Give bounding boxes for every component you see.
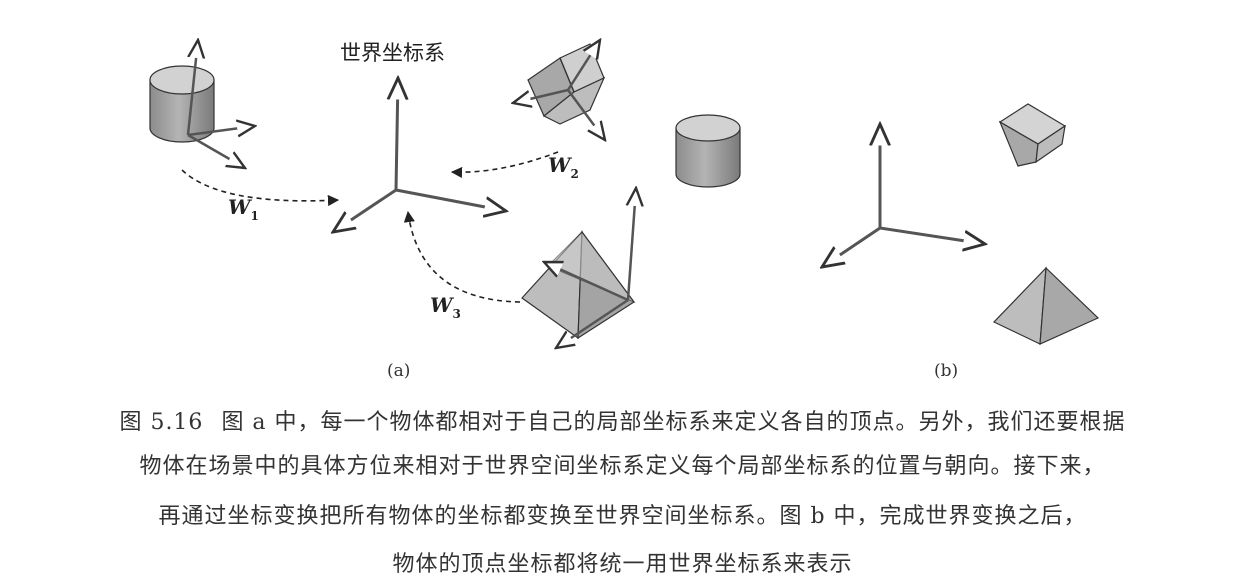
- caption-line-4: 物体的顶点坐标都将统一用世界坐标系来表示: [392, 552, 853, 577]
- w1-label: W1: [228, 195, 259, 223]
- cube-object-b: [998, 103, 1067, 167]
- pyramid-object-a: [521, 230, 636, 340]
- panel-a: 世界坐标系: [149, 40, 741, 381]
- world-axes-b: [822, 124, 985, 267]
- local-axes-cube: [513, 40, 605, 140]
- w3-label: W3: [430, 293, 461, 321]
- panel-b-label: (b): [934, 361, 958, 381]
- cylinder-object-b: [675, 114, 741, 188]
- w1-transform-arrow: [181, 169, 340, 207]
- world-axes-a: [333, 78, 506, 232]
- caption-line-3: 再通过坐标变换把所有物体的坐标都变换至世界空间坐标系。图 b 中，完成世界变换之…: [158, 504, 1087, 529]
- w3-transform-arrow: [403, 210, 521, 303]
- cube-object-a: [527, 43, 606, 125]
- w2-transform-arrow: [450, 151, 559, 179]
- pyramid-object-b: [992, 266, 1100, 345]
- cylinder-object-a: [149, 65, 215, 143]
- w2-label: W2: [548, 153, 579, 181]
- transform-arrows: [181, 151, 559, 303]
- caption-line-2: 物体在场景中的具体方位来相对于世界空间坐标系定义每个局部坐标系的位置与朝向。接下…: [139, 454, 1106, 479]
- world-coordinate-label: 世界坐标系: [340, 41, 445, 65]
- world-transform-figure: 世界坐标系: [149, 0, 1100, 381]
- figure-number: 图 5.16: [119, 410, 204, 435]
- panel-a-label: (a): [387, 361, 410, 381]
- caption-line-1: 图 5.16 图 a 中，每一个物体都相对于自己的局部坐标系来定义各自的顶点。另外…: [0, 404, 1245, 436]
- panel-b: (b): [822, 103, 1100, 381]
- local-axes-cylinder: [186, 40, 255, 168]
- local-axes-pyramid: [544, 188, 636, 348]
- caption-text-1: 图 a 中，每一个物体都相对于自己的局部坐标系来定义各自的顶点。另外，我们还要根…: [221, 410, 1126, 435]
